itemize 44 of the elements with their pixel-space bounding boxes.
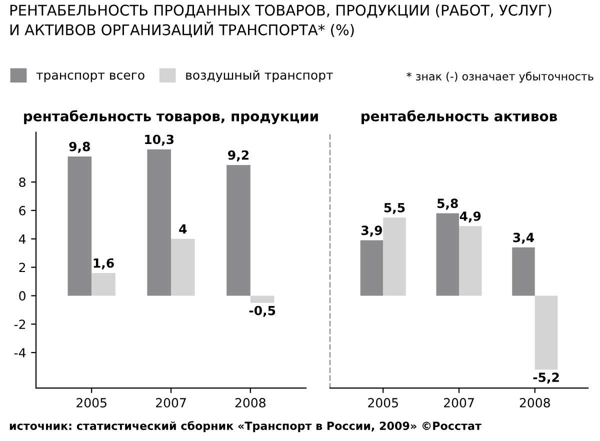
- data-label: 9,8: [69, 142, 90, 153]
- bar: [512, 247, 535, 296]
- bar: [534, 296, 558, 370]
- data-label: 10,3: [145, 134, 174, 146]
- bar: [383, 218, 406, 296]
- bar: [250, 296, 274, 303]
- bar: [226, 164, 250, 296]
- text: РЕНТАБЕЛЬНОСТЬ ПРОДАННЫХ ТОВАРОВ, ПРОДУКЦИИ (РАБОТ, УСЛУГ) И АКТИВОВ ОРГАНИЗАЦИЙ ТРАНСПОРТА* (%): [10, 4, 552, 38]
- y-tick-label: 0: [19, 291, 26, 301]
- legend-label: транспорт всего: [36, 72, 144, 82]
- x-tick-label: 2008: [520, 398, 550, 408]
- data-label: 4,9: [460, 211, 481, 222]
- y-tick-label: 2: [19, 262, 26, 272]
- x-tick-label: 2005: [368, 398, 398, 408]
- chart-title: рентабельность товаров, продукции: [24, 110, 318, 124]
- y-tick-label: 4: [18, 234, 26, 244]
- bar: [92, 272, 116, 296]
- bar: [68, 156, 92, 296]
- data-label: 4: [179, 224, 187, 234]
- data-label: 5,8: [438, 198, 458, 210]
- legend-label: воздушный транспорт: [186, 70, 333, 82]
- text: * знак (-) означает убыточность: [406, 72, 594, 83]
- y-tick-label: 6: [19, 206, 26, 216]
- bar: [436, 213, 459, 296]
- data-label: 1,6: [94, 258, 114, 270]
- data-label: 3,9: [362, 226, 382, 237]
- bar: [459, 226, 482, 296]
- data-label: 3,4: [513, 232, 534, 244]
- bar: [360, 240, 384, 296]
- chart-title: рентабельность активов: [362, 110, 557, 124]
- data-label: 5,5: [384, 203, 405, 214]
- x-tick-label: 2005: [76, 398, 106, 408]
- x-tick-label: 2007: [444, 398, 474, 408]
- bar: [147, 149, 171, 296]
- x-tick-label: 2008: [235, 398, 266, 408]
- y-tick-label: 8: [19, 178, 26, 187]
- data-label: 9,2: [228, 150, 248, 162]
- y-tick-label: -4: [14, 348, 26, 358]
- text: источник: статистический сборник «Транспорт в России, 2009» ©Росстат: [10, 421, 482, 432]
- y-tick-label: -2: [14, 320, 26, 329]
- data-label: -5,2: [533, 372, 559, 384]
- bar: [171, 238, 195, 296]
- x-tick-label: 2007: [156, 398, 186, 408]
- data-label: -0,5: [249, 306, 276, 317]
